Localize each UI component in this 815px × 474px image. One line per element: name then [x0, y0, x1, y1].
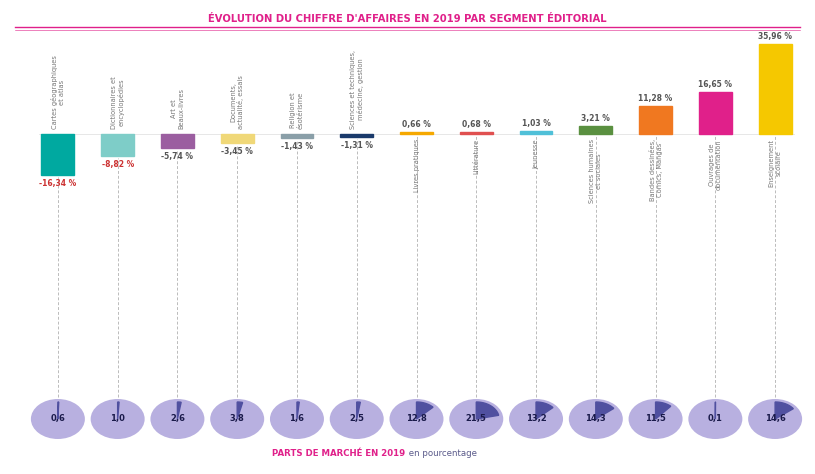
Bar: [161, 134, 194, 148]
Text: Enseignement
scolaire: Enseignement scolaire: [769, 139, 782, 187]
Polygon shape: [178, 402, 181, 419]
Text: -1,43 %: -1,43 %: [281, 142, 313, 151]
Bar: [42, 134, 74, 175]
Ellipse shape: [689, 399, 742, 439]
Text: 3,8: 3,8: [230, 414, 244, 423]
Text: en pourcentage: en pourcentage: [406, 449, 477, 458]
Polygon shape: [297, 402, 299, 419]
Polygon shape: [416, 402, 433, 419]
Text: 1,6: 1,6: [289, 414, 305, 423]
Text: Jeunesse: Jeunesse: [533, 139, 539, 169]
Ellipse shape: [210, 399, 264, 439]
Text: -3,45 %: -3,45 %: [221, 146, 253, 155]
Text: Livres pratiques: Livres pratiques: [413, 139, 420, 192]
Text: Ouvrages de
documentation: Ouvrages de documentation: [709, 139, 722, 190]
Text: 2,5: 2,5: [350, 414, 364, 423]
Text: -1,31 %: -1,31 %: [341, 141, 372, 150]
Text: 11,28 %: 11,28 %: [638, 94, 672, 103]
Bar: [759, 44, 791, 134]
Text: 12,8: 12,8: [406, 414, 427, 423]
Ellipse shape: [31, 399, 85, 439]
Polygon shape: [357, 402, 360, 419]
Text: Religion et
ésotérisme: Religion et ésotérisme: [290, 92, 303, 129]
Bar: [460, 132, 493, 134]
Ellipse shape: [628, 399, 683, 439]
Text: 16,65 %: 16,65 %: [698, 80, 733, 89]
Bar: [101, 134, 134, 156]
Ellipse shape: [449, 399, 504, 439]
Polygon shape: [58, 402, 59, 419]
Bar: [280, 134, 314, 137]
Text: 14,6: 14,6: [764, 414, 786, 423]
Ellipse shape: [569, 399, 623, 439]
Text: -16,34 %: -16,34 %: [39, 179, 77, 188]
Text: Cartes géographiques
et atlas: Cartes géographiques et atlas: [51, 55, 65, 129]
Bar: [699, 92, 732, 134]
Text: Bandes dessinées,
Comics, Mangas: Bandes dessinées, Comics, Mangas: [649, 139, 663, 201]
Text: Art et
Beaux-livres: Art et Beaux-livres: [171, 88, 184, 129]
Text: 0,68 %: 0,68 %: [462, 120, 491, 129]
Text: ÉVOLUTION DU CHIFFRE D'AFFAIRES EN 2019 PAR SEGMENT ÉDITORIAL: ÉVOLUTION DU CHIFFRE D'AFFAIRES EN 2019 …: [208, 14, 607, 24]
Text: -5,74 %: -5,74 %: [161, 152, 193, 161]
Text: PARTS DE MARCHÉ EN 2019: PARTS DE MARCHÉ EN 2019: [272, 449, 406, 458]
Polygon shape: [596, 402, 614, 419]
Text: 0,6: 0,6: [51, 414, 65, 423]
Text: 1,03 %: 1,03 %: [522, 119, 550, 128]
Polygon shape: [775, 402, 793, 419]
Bar: [520, 131, 553, 134]
Bar: [579, 126, 612, 134]
Polygon shape: [476, 402, 499, 419]
Ellipse shape: [270, 399, 324, 439]
Text: 0,1: 0,1: [708, 414, 723, 423]
Text: Documents,
actualité, essais: Documents, actualité, essais: [230, 75, 244, 129]
Bar: [221, 134, 253, 143]
Ellipse shape: [90, 399, 144, 439]
Text: 35,96 %: 35,96 %: [758, 32, 792, 41]
Bar: [341, 134, 373, 137]
Text: Dictionnaires et
encyclopédies: Dictionnaires et encyclopédies: [111, 76, 125, 129]
Text: 21,5: 21,5: [466, 414, 487, 423]
Text: 3,21 %: 3,21 %: [581, 114, 610, 123]
Polygon shape: [536, 402, 553, 419]
Text: 13,2: 13,2: [526, 414, 546, 423]
Ellipse shape: [330, 399, 384, 439]
Bar: [400, 132, 433, 134]
Text: Sciences humaines
et sociales: Sciences humaines et sociales: [589, 139, 602, 203]
Text: Sciences et techniques,
médecine, gestion: Sciences et techniques, médecine, gestio…: [350, 50, 363, 129]
Polygon shape: [237, 402, 243, 419]
Ellipse shape: [151, 399, 205, 439]
Text: 11,5: 11,5: [645, 414, 666, 423]
Text: 0,66 %: 0,66 %: [402, 120, 431, 129]
Text: 1,0: 1,0: [110, 414, 125, 423]
Text: Littérature: Littérature: [474, 139, 479, 174]
Text: 2,6: 2,6: [170, 414, 185, 423]
Text: 14,3: 14,3: [585, 414, 606, 423]
Bar: [639, 106, 672, 134]
Polygon shape: [117, 402, 119, 419]
Ellipse shape: [390, 399, 443, 439]
Ellipse shape: [748, 399, 802, 439]
Polygon shape: [655, 402, 671, 419]
Text: -8,82 %: -8,82 %: [102, 160, 134, 169]
Ellipse shape: [509, 399, 563, 439]
